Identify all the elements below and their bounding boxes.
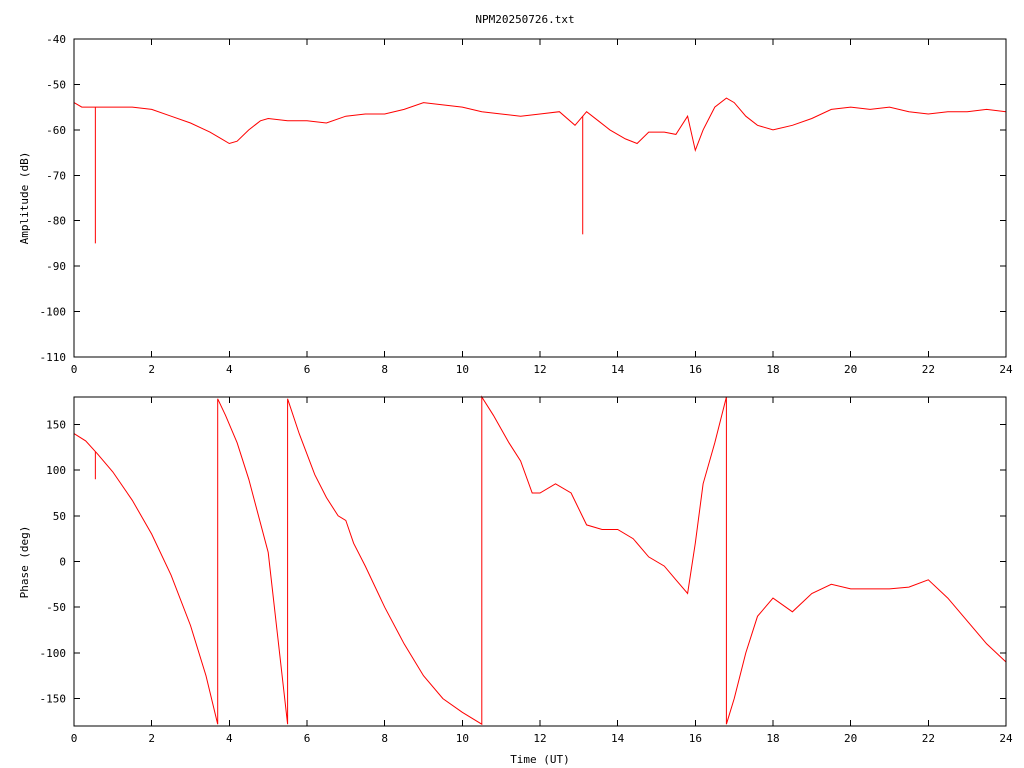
amplitude-panel: Amplitude (dB) 0 2 4 6 8 10 12 14 16 18 20 22 24-40-… [18, 33, 1013, 376]
amplitude-series-line [73, 97, 1007, 153]
phase-x-tick-label: 2 [148, 732, 155, 745]
amplitude-x-tick-label: 22 [922, 363, 935, 376]
phase-x-tick-label: 22 [922, 732, 935, 745]
phase-series-line [73, 395, 1007, 726]
chart-title: NPM20250726.txt [475, 13, 574, 26]
phase-x-tick-label: 20 [844, 732, 857, 745]
phase-y-tick-label: 150 [46, 418, 66, 431]
phase-x-tick-label: 18 [766, 732, 779, 745]
phase-x-tick-label: 8 [381, 732, 388, 745]
amplitude-y-tick-label: -110 [40, 351, 67, 364]
phase-x-tick-label: 6 [304, 732, 311, 745]
amplitude-x-tick-label: 2 [148, 363, 155, 376]
phase-y-tick-label: 50 [53, 510, 66, 523]
phase-x-tick-label: 4 [226, 732, 233, 745]
phase-panel: Phase (deg) Time (UT) 0 2 4 6 8 10 12 14 16 18 20 2… [18, 395, 1013, 766]
amplitude-x-tick-label: 6 [304, 363, 311, 376]
amplitude-x-tick-label: 4 [226, 363, 233, 376]
phase-x-axis-label: Time (UT) [510, 753, 570, 766]
phase-x-tick-label: 10 [456, 732, 469, 745]
phase-y-tick-label: -100 [40, 647, 67, 660]
amplitude-x-tick-label: 10 [456, 363, 469, 376]
phase-x-tick-label: 12 [533, 732, 546, 745]
amplitude-y-tick-label: -40 [46, 33, 66, 46]
amplitude-y-tick-label: -80 [46, 215, 66, 228]
amplitude-y-axis-label: Amplitude (dB) [18, 152, 31, 245]
amplitude-x-tick-label: 0 [71, 363, 78, 376]
amplitude-plot-frame [73, 38, 1007, 358]
amplitude-y-tick-label: -70 [46, 169, 66, 182]
phase-plot-frame [73, 396, 1007, 727]
amplitude-x-tick-label: 24 [999, 363, 1013, 376]
amplitude-x-tick-label: 12 [533, 363, 546, 376]
phase-y-tick-label: -150 [40, 693, 67, 706]
amplitude-x-tick-label: 20 [844, 363, 857, 376]
phase-x-tick-label: 16 [689, 732, 702, 745]
amplitude-y-tick-label: -60 [46, 124, 66, 137]
amplitude-x-tick-label: 18 [766, 363, 779, 376]
phase-y-tick-label: 0 [59, 556, 66, 569]
phase-x-tick-label: 14 [611, 732, 625, 745]
amplitude-y-tick-label: -50 [46, 78, 66, 91]
amplitude-y-tick-label: -90 [46, 260, 66, 273]
amplitude-x-tick-label: 8 [381, 363, 388, 376]
phase-y-axis-label: Phase (deg) [18, 526, 31, 599]
phase-y-tick-label: -50 [46, 601, 66, 614]
phase-x-tick-label: 0 [71, 732, 78, 745]
phase-x-tick-label: 24 [999, 732, 1013, 745]
phase-y-tick-label: 100 [46, 464, 66, 477]
amplitude-x-tick-label: 16 [689, 363, 702, 376]
amplitude-y-tick-label: -100 [40, 306, 67, 319]
amplitude-x-tick-label: 14 [611, 363, 625, 376]
